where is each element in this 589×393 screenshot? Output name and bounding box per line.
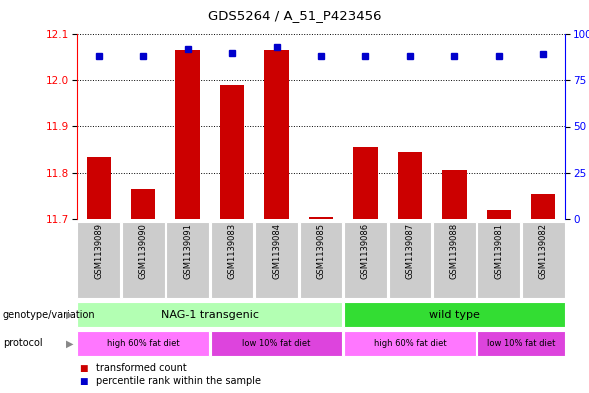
- Text: low 10% fat diet: low 10% fat diet: [487, 339, 555, 348]
- Text: low 10% fat diet: low 10% fat diet: [243, 339, 311, 348]
- Text: transformed count: transformed count: [96, 363, 187, 373]
- Bar: [531, 194, 555, 219]
- FancyBboxPatch shape: [344, 331, 476, 356]
- FancyBboxPatch shape: [344, 222, 387, 298]
- Text: high 60% fat diet: high 60% fat diet: [107, 339, 180, 348]
- Bar: [398, 152, 422, 219]
- Bar: [309, 217, 333, 219]
- FancyBboxPatch shape: [478, 331, 564, 356]
- Text: percentile rank within the sample: percentile rank within the sample: [96, 376, 261, 386]
- FancyBboxPatch shape: [255, 222, 298, 298]
- Bar: [176, 50, 200, 219]
- Text: protocol: protocol: [3, 338, 42, 349]
- FancyBboxPatch shape: [166, 222, 209, 298]
- Text: GSM1139088: GSM1139088: [450, 223, 459, 279]
- FancyBboxPatch shape: [78, 331, 209, 356]
- Text: GSM1139083: GSM1139083: [227, 223, 237, 279]
- Text: GSM1139081: GSM1139081: [494, 223, 503, 279]
- Text: GSM1139084: GSM1139084: [272, 223, 281, 279]
- Text: GSM1139089: GSM1139089: [94, 223, 103, 279]
- Text: ■: ■: [80, 364, 88, 373]
- FancyBboxPatch shape: [78, 302, 342, 327]
- Bar: [264, 50, 289, 219]
- Text: GDS5264 / A_51_P423456: GDS5264 / A_51_P423456: [208, 9, 381, 22]
- Bar: [87, 156, 111, 219]
- Text: GSM1139085: GSM1139085: [316, 223, 326, 279]
- Text: NAG-1 transgenic: NAG-1 transgenic: [161, 310, 259, 320]
- Text: wild type: wild type: [429, 310, 480, 320]
- FancyBboxPatch shape: [433, 222, 476, 298]
- FancyBboxPatch shape: [300, 222, 342, 298]
- Text: GSM1139082: GSM1139082: [539, 223, 548, 279]
- Text: genotype/variation: genotype/variation: [3, 310, 95, 320]
- Text: GSM1139087: GSM1139087: [405, 223, 415, 279]
- Bar: [220, 85, 244, 219]
- FancyBboxPatch shape: [122, 222, 164, 298]
- FancyBboxPatch shape: [389, 222, 431, 298]
- FancyBboxPatch shape: [211, 222, 253, 298]
- Bar: [353, 147, 378, 219]
- Text: ▶: ▶: [66, 310, 74, 320]
- Bar: [487, 210, 511, 219]
- FancyBboxPatch shape: [522, 222, 564, 298]
- FancyBboxPatch shape: [344, 302, 564, 327]
- FancyBboxPatch shape: [478, 222, 520, 298]
- Text: ■: ■: [80, 377, 88, 386]
- Text: high 60% fat diet: high 60% fat diet: [373, 339, 446, 348]
- Text: GSM1139091: GSM1139091: [183, 223, 192, 279]
- Text: GSM1139090: GSM1139090: [139, 223, 148, 279]
- Bar: [442, 171, 466, 219]
- Bar: [131, 189, 155, 219]
- Text: GSM1139086: GSM1139086: [361, 223, 370, 279]
- FancyBboxPatch shape: [211, 331, 342, 356]
- Text: ▶: ▶: [66, 338, 74, 349]
- FancyBboxPatch shape: [78, 222, 120, 298]
